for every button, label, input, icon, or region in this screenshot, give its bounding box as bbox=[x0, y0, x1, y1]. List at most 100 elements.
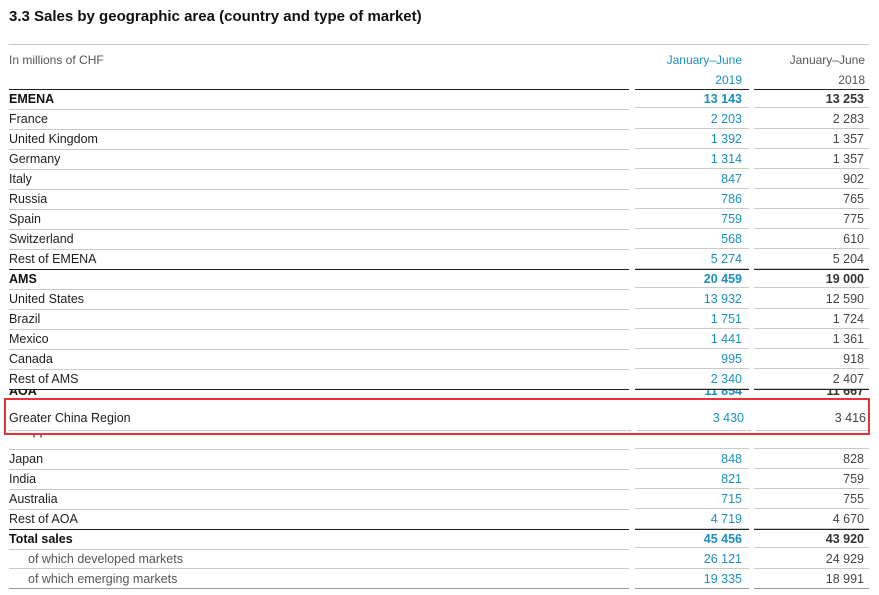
value-2019: 1 751 bbox=[635, 310, 749, 329]
table-row: Germany 1 314 1 357 bbox=[0, 150, 879, 170]
table-row: Rest of EMENA 5 274 5 204 bbox=[0, 250, 879, 270]
row-label: EMENA bbox=[9, 89, 629, 110]
column-header-2019-period: January–June bbox=[666, 53, 742, 67]
value-2018: 775 bbox=[754, 210, 869, 229]
value-2018: 918 bbox=[754, 350, 869, 369]
table-row-emena: EMENA 13 143 13 253 bbox=[0, 89, 879, 110]
row-label: Germany bbox=[9, 150, 629, 170]
row-label: France bbox=[9, 110, 629, 130]
row-label: Rest of AOA bbox=[9, 510, 629, 530]
row-label: Switzerland bbox=[9, 230, 629, 250]
value-2019: 821 bbox=[635, 470, 749, 489]
value-2018: 902 bbox=[754, 170, 869, 189]
highlight-box-greater-china: Greater China Region 3 430 3 416 bbox=[4, 398, 870, 435]
value-2018: 2 283 bbox=[754, 110, 869, 129]
row-label: of which emerging markets bbox=[9, 570, 629, 589]
value-2019: 759 bbox=[635, 210, 749, 229]
row-label: Canada bbox=[9, 350, 629, 370]
table-row: Russia 786 765 bbox=[0, 190, 879, 210]
value-2019: 45 456 bbox=[635, 529, 749, 548]
value-2018: 5 204 bbox=[754, 250, 869, 269]
row-label: Russia bbox=[9, 190, 629, 210]
value-2018: 12 590 bbox=[754, 290, 869, 309]
value-2018: 1 724 bbox=[754, 310, 869, 329]
value-2019: 1 314 bbox=[635, 150, 749, 169]
value-2018: 13 253 bbox=[754, 89, 869, 108]
value-2019: 848 bbox=[635, 450, 749, 469]
row-label-text: AOA bbox=[9, 389, 37, 398]
value-2019: 995 bbox=[635, 350, 749, 369]
value-2018: 18 991 bbox=[754, 570, 869, 589]
table-row: France 2 203 2 283 bbox=[0, 110, 879, 130]
value-2018: 1 361 bbox=[754, 330, 869, 349]
value-2019: 2 203 bbox=[635, 110, 749, 129]
column-header-2018-period: January–June bbox=[789, 53, 865, 67]
table-row: Japan 848 828 bbox=[0, 450, 879, 470]
value-2018: 610 bbox=[754, 230, 869, 249]
page-title: 3.3 Sales by geographic area (country an… bbox=[9, 8, 422, 25]
value-2019: 715 bbox=[635, 490, 749, 509]
row-label: Italy bbox=[9, 170, 629, 190]
value-2018-text: 11 667 bbox=[826, 389, 864, 398]
value-2019: 19 335 bbox=[635, 570, 749, 589]
value-2018: 1 357 bbox=[754, 130, 869, 149]
table-row: Canada 995 918 bbox=[0, 350, 879, 370]
row-label: AMS bbox=[9, 269, 629, 290]
value-2019: 568 bbox=[635, 230, 749, 249]
value-2019: 847 bbox=[635, 170, 749, 189]
value-2019: 4 719 bbox=[635, 510, 749, 529]
value-2018: 43 920 bbox=[754, 529, 869, 548]
table-row: Rest of AMS 2 340 2 407 bbox=[0, 370, 879, 390]
value-2019: 5 274 bbox=[635, 250, 749, 269]
highlighted-row-label: Greater China Region bbox=[9, 411, 131, 425]
table-row: Brazil 1 751 1 724 bbox=[0, 310, 879, 330]
highlight-row-rule-2018 bbox=[756, 430, 868, 431]
value-2019: 20 459 bbox=[635, 269, 749, 288]
table-row: Switzerland 568 610 bbox=[0, 230, 879, 250]
row-label: Rest of EMENA bbox=[9, 250, 629, 270]
top-divider bbox=[9, 44, 869, 45]
value-2019-text: 11 854 bbox=[704, 389, 742, 398]
table-row-developed-markets: of which developed markets 26 121 24 929 bbox=[0, 550, 879, 570]
row-label: India bbox=[9, 470, 629, 490]
row-label: Rest of AMS bbox=[9, 370, 629, 390]
value-2018: 755 bbox=[754, 490, 869, 509]
column-2019-background bbox=[635, 90, 749, 590]
row-label: Japan bbox=[9, 450, 629, 470]
value-2018: 759 bbox=[754, 470, 869, 489]
row-label: Mexico bbox=[9, 330, 629, 350]
row-label: United States bbox=[9, 290, 629, 310]
table-row-ams: AMS 20 459 19 000 bbox=[0, 269, 879, 290]
row-label: Spain bbox=[9, 210, 629, 230]
table-row-total-sales: Total sales 45 456 43 920 bbox=[0, 529, 879, 550]
table-row: Spain 759 775 bbox=[0, 210, 879, 230]
highlight-row-rule-label bbox=[9, 430, 631, 431]
row-label: of which developed markets bbox=[9, 550, 629, 569]
row-label: Brazil bbox=[9, 310, 629, 330]
row-label: Australia bbox=[9, 490, 629, 510]
table-row: Australia 715 755 bbox=[0, 490, 879, 510]
row-label: United Kingdom bbox=[9, 130, 629, 150]
table-row-emerging-markets: of which emerging markets 19 335 18 991 bbox=[0, 570, 879, 590]
sales-table: EMENA 13 143 13 253 France 2 203 2 283 U… bbox=[0, 89, 879, 590]
value-2018: 2 407 bbox=[754, 370, 869, 389]
table-row: India 821 759 bbox=[0, 470, 879, 490]
value-2019: 26 121 bbox=[635, 550, 749, 569]
value-2019: 2 340 bbox=[635, 370, 749, 389]
table-row: Rest of AOA 4 719 4 670 bbox=[0, 510, 879, 530]
column-header-2018-year: 2018 bbox=[838, 73, 865, 87]
value-2018: 1 357 bbox=[754, 150, 869, 169]
highlight-row-rule-2019 bbox=[637, 430, 751, 431]
value-2018: 4 670 bbox=[754, 510, 869, 529]
value-2018: 765 bbox=[754, 190, 869, 209]
value-2018: 24 929 bbox=[754, 550, 869, 569]
table-row: United States 13 932 12 590 bbox=[0, 290, 879, 310]
value-2018: 828 bbox=[754, 450, 869, 469]
value-2019: 786 bbox=[635, 190, 749, 209]
row-label: Total sales bbox=[9, 529, 629, 550]
value-2019: 13 143 bbox=[635, 89, 749, 108]
value-2018: 19 000 bbox=[754, 269, 869, 288]
unit-label: In millions of CHF bbox=[9, 53, 104, 67]
highlighted-value-2019: 3 430 bbox=[712, 411, 744, 425]
value-2019: 13 932 bbox=[635, 290, 749, 309]
